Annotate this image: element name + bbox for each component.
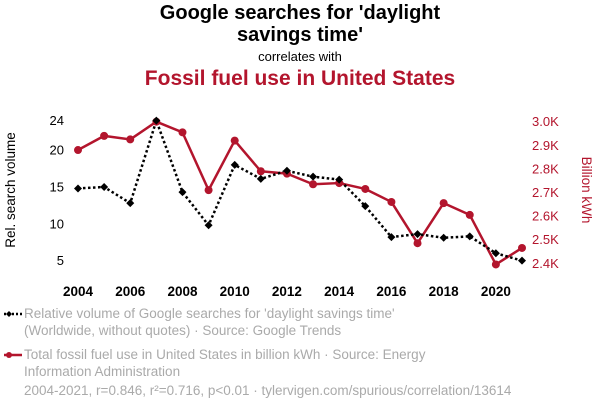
legend-series-2-line-1: Total fossil fuel use in United States i… xyxy=(24,347,426,362)
legend-series-1-text: Relative volume of Google searches for '… xyxy=(24,305,395,339)
right-tick-label: 2.6K xyxy=(532,209,559,224)
left-tick-label: 24 xyxy=(50,113,64,128)
chart-title-line-1: Google searches for 'daylight xyxy=(159,2,441,24)
fossil-fuel-point xyxy=(178,128,187,137)
x-tick-label: 2016 xyxy=(376,284,407,299)
left-tick-label: 15 xyxy=(50,179,64,194)
fossil-fuel-point xyxy=(256,167,265,176)
chart-title-line-2: savings time' xyxy=(237,24,363,46)
right-axis-label: Billion kWh xyxy=(579,157,594,224)
right-tick-label: 2.4K xyxy=(532,256,559,271)
fossil-fuel-point xyxy=(465,210,474,219)
search-volume-point xyxy=(152,116,161,125)
left-axis-ticks: 5 10 15 20 24 xyxy=(50,113,64,268)
fossil-fuel-point xyxy=(387,197,396,206)
legend-series-2-line-2: Information Administration xyxy=(24,364,181,379)
right-tick-label: 3.0K xyxy=(532,114,559,129)
search-volume-point xyxy=(100,182,109,191)
legend-series-1-marker xyxy=(4,311,22,317)
fossil-fuel-point xyxy=(309,180,318,189)
x-tick-label: 2004 xyxy=(63,284,94,299)
search-volume-point xyxy=(256,174,265,183)
fossil-fuel-point xyxy=(126,135,135,144)
correlates-label: correlates with xyxy=(258,49,342,64)
left-tick-label: 5 xyxy=(57,253,64,268)
series-search-volume-line xyxy=(77,116,523,262)
fossil-fuel-point xyxy=(361,184,370,193)
footer-stats: 2004-2021, r=0.846, r²=0.716, p<0.01 · t… xyxy=(24,383,512,398)
left-tick-label: 10 xyxy=(50,216,64,231)
chart-subtitle: Fossil fuel use in United States xyxy=(144,67,456,90)
search-volume-point xyxy=(491,249,500,258)
search-volume-point xyxy=(361,202,370,211)
x-tick-label: 2010 xyxy=(220,284,250,299)
search-volume-point xyxy=(465,232,474,241)
right-tick-label: 2.5K xyxy=(532,232,559,247)
fossil-fuel-point xyxy=(491,260,500,269)
fossil-fuel-point xyxy=(518,243,526,252)
fossil-fuel-point xyxy=(439,199,448,208)
legend-series-2-text: Total fossil fuel use in United States i… xyxy=(24,346,425,380)
legend-series-1-line-1: Relative volume of Google searches for '… xyxy=(24,306,395,321)
right-axis-ticks: 2.4K 2.5K 2.6K 2.7K 2.8K 2.9K 3.0K xyxy=(532,114,559,271)
left-tick-label: 20 xyxy=(50,143,64,158)
fossil-fuel-point xyxy=(204,186,213,195)
series-group xyxy=(74,116,526,269)
search-volume-point xyxy=(178,188,187,197)
right-tick-label: 2.7K xyxy=(532,185,559,200)
x-tick-label: 2006 xyxy=(115,284,146,299)
search-volume-point xyxy=(204,221,213,230)
right-tick-label: 2.9K xyxy=(532,138,559,153)
fossil-fuel-point xyxy=(74,146,82,155)
chart-title: Google searches for 'daylight savings ti… xyxy=(0,2,600,46)
x-tick-label: 2018 xyxy=(429,284,460,299)
x-tick-label: 2020 xyxy=(481,284,511,299)
x-tick-label: 2012 xyxy=(272,284,302,299)
search-volume-point xyxy=(309,172,318,181)
fossil-fuel-point xyxy=(413,239,422,248)
search-volume-point xyxy=(282,166,291,175)
x-tick-label: 2014 xyxy=(324,284,355,299)
x-axis-ticks: 2004 2006 2008 2010 2012 2014 2016 2018 2020 xyxy=(63,284,511,299)
fossil-fuel-point xyxy=(230,136,239,145)
search-volume-point xyxy=(126,199,135,208)
search-volume-point xyxy=(439,233,448,242)
fossil-fuel-point xyxy=(100,131,109,140)
search-volume-point xyxy=(74,184,82,193)
search-volume-point xyxy=(518,256,526,265)
x-tick-label: 2008 xyxy=(167,284,198,299)
search-volume-point xyxy=(387,233,396,242)
search-volume-point xyxy=(335,175,344,184)
left-axis-label: Rel. search volume xyxy=(3,132,18,248)
right-tick-label: 2.8K xyxy=(532,161,559,176)
legend-series-2-marker xyxy=(4,352,22,358)
series-fossil-fuel-line xyxy=(77,120,523,266)
search-volume-point xyxy=(230,160,239,169)
legend-series-1-line-2: (Worldwide, without quotes) · Source: Go… xyxy=(24,323,342,338)
search-volume-point xyxy=(413,230,422,239)
